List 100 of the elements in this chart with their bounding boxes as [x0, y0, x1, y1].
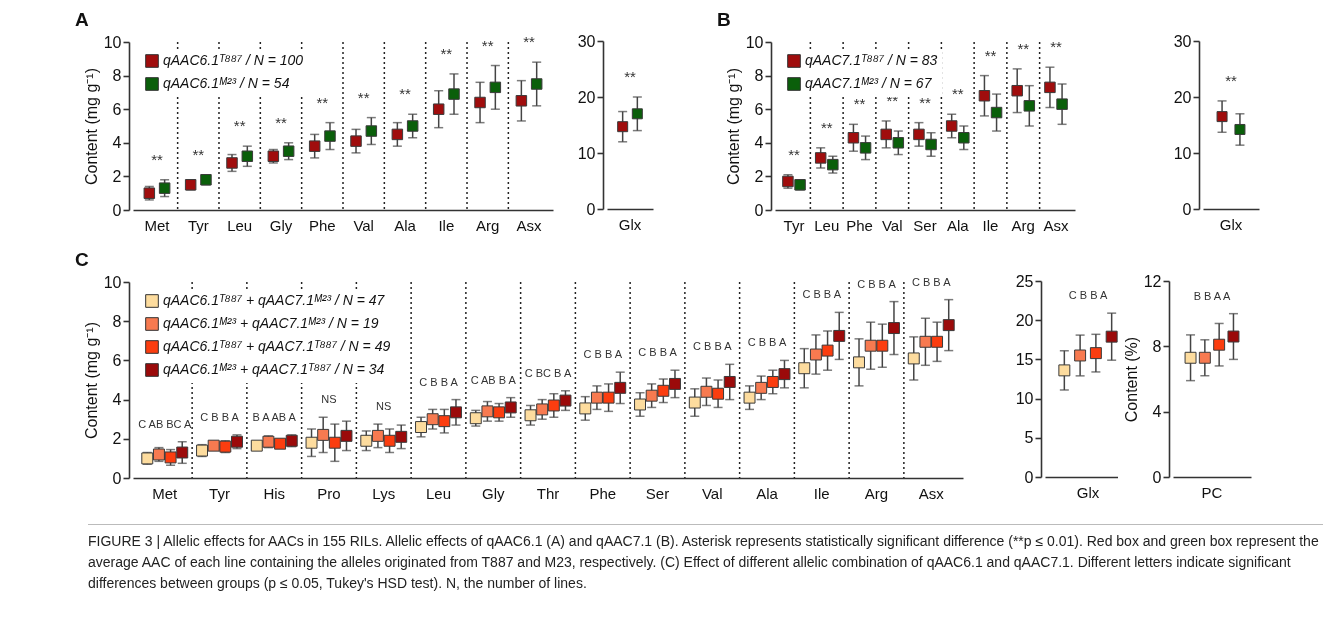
chart-title: B: [717, 9, 731, 30]
y-tick-label: 6: [112, 100, 122, 118]
y-tick-label: 4: [112, 134, 122, 152]
annotation: **: [1225, 71, 1237, 89]
y-axis-title: Content (mg g⁻¹): [82, 67, 100, 186]
annotation: **: [399, 85, 411, 103]
y-tick-label: 8: [112, 67, 122, 85]
annotation: C B B A: [638, 346, 678, 359]
x-tick-label: Ser: [645, 484, 670, 502]
annotation: C B B A: [1068, 289, 1108, 302]
annotation: B B A A: [1193, 289, 1232, 302]
y-tick-label: 0: [112, 469, 122, 487]
legend-label: qAAC6.1ᴹ²³ + qAAC7.1ᴹ²³ / N = 19: [163, 315, 379, 331]
y-tick-label: 20: [1173, 88, 1192, 106]
legend-label: qAAC7.1ᴹ²³ / N = 67: [805, 75, 933, 91]
annotation: C B B A: [583, 348, 623, 361]
y-tick-label: 0: [1182, 200, 1192, 218]
annotation: **: [316, 93, 329, 111]
y-tick-label: 15: [1015, 350, 1034, 368]
chart-title: C: [75, 249, 89, 270]
annotation: C B B A: [419, 375, 459, 388]
x-tick-label: Ile: [982, 216, 999, 234]
annotation: C B B A: [857, 277, 897, 290]
x-tick-label: His: [263, 484, 286, 502]
y-tick-label: 4: [1152, 403, 1162, 421]
annotation: C B B A: [747, 336, 787, 349]
annotation: **: [984, 46, 997, 64]
y-tick-label: 8: [754, 67, 764, 85]
legend-label: qAAC6.1ᴹ²³ / N = 54: [163, 75, 290, 91]
y-tick-label: 20: [1015, 311, 1034, 329]
y-tick-label: 0: [1152, 468, 1162, 486]
x-tick-label: Phe: [589, 484, 617, 502]
annotation: C B B A: [802, 288, 842, 301]
x-tick-label: Val: [701, 484, 723, 502]
x-tick-label: Ala: [756, 484, 779, 502]
y-tick-label: 0: [112, 201, 122, 219]
y-tick-label: 4: [754, 134, 764, 152]
annotation: **: [523, 33, 536, 51]
y-tick-label: 8: [1152, 337, 1162, 355]
annotation: **: [919, 93, 931, 111]
annotation: C AB BC A: [138, 417, 193, 430]
x-tick-label: Phe: [308, 216, 336, 234]
x-tick-label: Met: [144, 216, 171, 234]
annotation: B A AB A: [252, 410, 297, 423]
x-tick-label: Leu: [425, 484, 452, 502]
x-tick-label: Glx: [618, 215, 642, 233]
x-tick-label: Ser: [913, 216, 937, 234]
annotation: **: [192, 145, 205, 163]
x-tick-label: Met: [152, 484, 179, 502]
legend-label: qAAC6.1ᴹ²³ + qAAC7.1ᵀ⁸⁸⁷ / N = 34: [163, 361, 385, 377]
annotation: NS: [321, 393, 337, 406]
y-tick-label: 0: [1024, 468, 1034, 486]
x-tick-label: Ala: [946, 216, 970, 234]
x-tick-label: Thr: [536, 484, 560, 502]
x-tick-label: Val: [881, 216, 903, 234]
y-tick-label: 2: [112, 430, 122, 448]
y-tick-label: 4: [112, 391, 122, 409]
x-tick-label: Arg: [864, 484, 889, 502]
x-tick-label: Pro: [317, 484, 341, 502]
annotation: **: [853, 95, 866, 113]
annotation: **: [624, 68, 636, 85]
y-tick-label: 2: [112, 167, 122, 185]
annotation: C B B A: [200, 410, 240, 423]
annotation: **: [233, 117, 246, 135]
y-tick-label: 5: [1024, 429, 1034, 447]
x-tick-label: Tyr: [209, 484, 230, 502]
y-tick-label: 12: [1143, 272, 1162, 290]
y-axis-title: Content (mg g⁻¹): [724, 67, 742, 186]
x-tick-label: Val: [353, 216, 374, 234]
x-tick-label: Leu: [227, 216, 253, 234]
x-tick-label: Ile: [438, 216, 455, 234]
y-tick-label: 25: [1015, 272, 1034, 290]
x-tick-label: Tyr: [187, 216, 209, 234]
annotation: **: [1017, 39, 1030, 57]
y-tick-label: 6: [754, 100, 764, 118]
x-tick-label: Glx: [1076, 483, 1100, 501]
y-tick-label: 20: [577, 88, 596, 106]
annotation: C B B A: [911, 275, 952, 288]
y-tick-label: 10: [1015, 390, 1034, 408]
y-tick-label: 8: [112, 312, 122, 330]
y-tick-label: 30: [577, 32, 596, 50]
annotation: C BC B A: [524, 366, 572, 379]
chart-title: A: [75, 9, 89, 30]
annotation: C B B A: [692, 340, 733, 353]
y-axis-title: Content (%): [1122, 336, 1140, 423]
x-tick-label: Phe: [846, 216, 873, 234]
legend-label: qAAC6.1ᵀ⁸⁸⁷ / N = 100: [163, 52, 304, 68]
y-tick-label: 10: [103, 273, 122, 291]
caption: FIGURE 3 | Allelic effects for AACs in 155 RILs. Allelic effects of qAAC6.1 (A) and qAAC7.1 (B). Asterisk represents statistically significant difference (**p ≤ 0.01). Red box and green box represent the average AAC of each line containing the alleles originated from T887 and M23, respectively. (C) Effect of different allelic combination of qAAC6.1 and qAAC7.1. Different letters indicate significant differences between groups (p ≤ 0.05, Tukey's HSD test). N, the number of lines.: [88, 524, 1323, 594]
x-tick-label: Glx: [1219, 215, 1243, 233]
y-tick-label: 10: [745, 33, 764, 51]
x-tick-label: Leu: [814, 216, 840, 234]
annotation: **: [820, 118, 833, 136]
y-tick-label: 30: [1173, 32, 1192, 50]
legend-label: qAAC6.1ᵀ⁸⁸⁷ + qAAC7.1ᴹ²³ / N = 47: [163, 292, 386, 308]
annotation: **: [151, 150, 163, 168]
x-tick-label: Arg: [1011, 216, 1035, 234]
y-tick-label: 2: [754, 167, 764, 185]
legend-label: qAAC6.1ᵀ⁸⁸⁷ + qAAC7.1ᵀ⁸⁸⁷ / N = 49: [163, 338, 391, 354]
annotation: **: [481, 36, 494, 54]
